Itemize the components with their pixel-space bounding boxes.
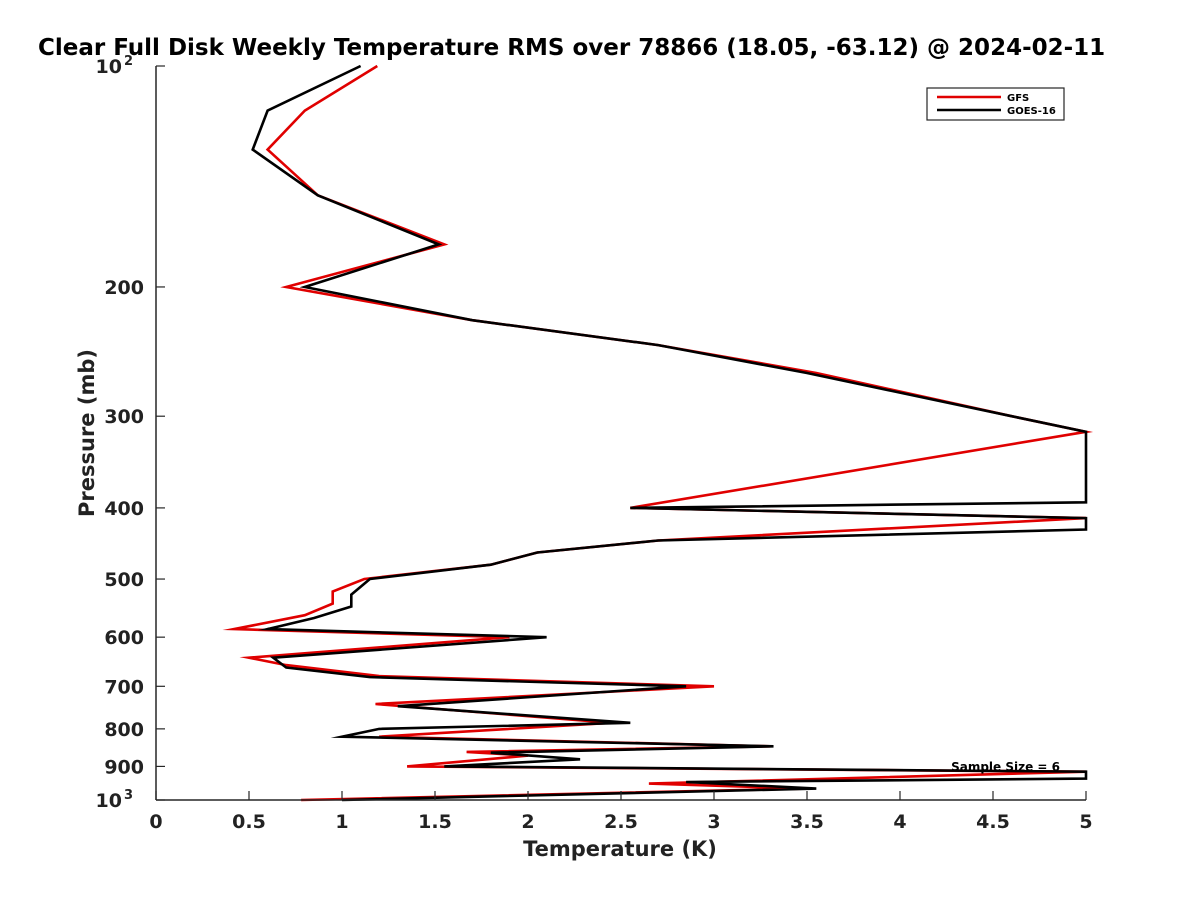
- x-axis-ticks: 0 0.5 1 1.5 2 2.5 3 3.5 4 4.5 5: [149, 791, 1093, 833]
- y-tick-label: 10: [96, 790, 122, 812]
- x-tick-label: 5: [1079, 811, 1092, 833]
- x-tick-label: 0: [149, 811, 162, 833]
- x-tick-label: 0.5: [232, 811, 266, 833]
- chart-title: Clear Full Disk Weekly Temperature RMS o…: [38, 35, 1105, 61]
- y-tick-label: 200: [104, 277, 144, 299]
- x-tick-label: 3.5: [790, 811, 824, 833]
- plot-lines: [222, 64, 1094, 802]
- y-tick-label: 300: [104, 406, 144, 428]
- y-tick-label-exponent: 2: [124, 54, 133, 69]
- y-tick-label: 600: [104, 627, 144, 649]
- legend-label-gfs: GFS: [1007, 93, 1029, 104]
- y-tick-label: 400: [104, 498, 144, 520]
- x-tick-label: 3: [707, 811, 720, 833]
- legend-box: [926, 87, 1065, 121]
- x-axis-label: Temperature (K): [523, 837, 717, 861]
- x-tick-label: 2.5: [604, 811, 638, 833]
- series-line-gfs: [222, 64, 1094, 802]
- x-tick-label: 1: [335, 811, 348, 833]
- y-tick-label: 900: [104, 756, 144, 778]
- y-tick-label: 500: [104, 569, 144, 591]
- x-tick-label: 2: [521, 811, 534, 833]
- y-tick-label: 700: [104, 676, 144, 698]
- x-tick-label: 4.5: [976, 811, 1010, 833]
- legend: GFS GOES-16: [926, 87, 1065, 121]
- y-tick-label: 10: [96, 56, 122, 78]
- sample-size-annotation: Sample Size = 6: [951, 760, 1060, 774]
- y-axis-label: Pressure (mb): [75, 349, 99, 517]
- legend-label-goes-16: GOES-16: [1007, 106, 1056, 117]
- y-tick-label-exponent: 3: [124, 788, 133, 803]
- series-line-goes-16: [251, 64, 1088, 802]
- y-tick-label: 800: [104, 719, 144, 741]
- x-tick-label: 1.5: [418, 811, 452, 833]
- x-tick-label: 4: [893, 811, 906, 833]
